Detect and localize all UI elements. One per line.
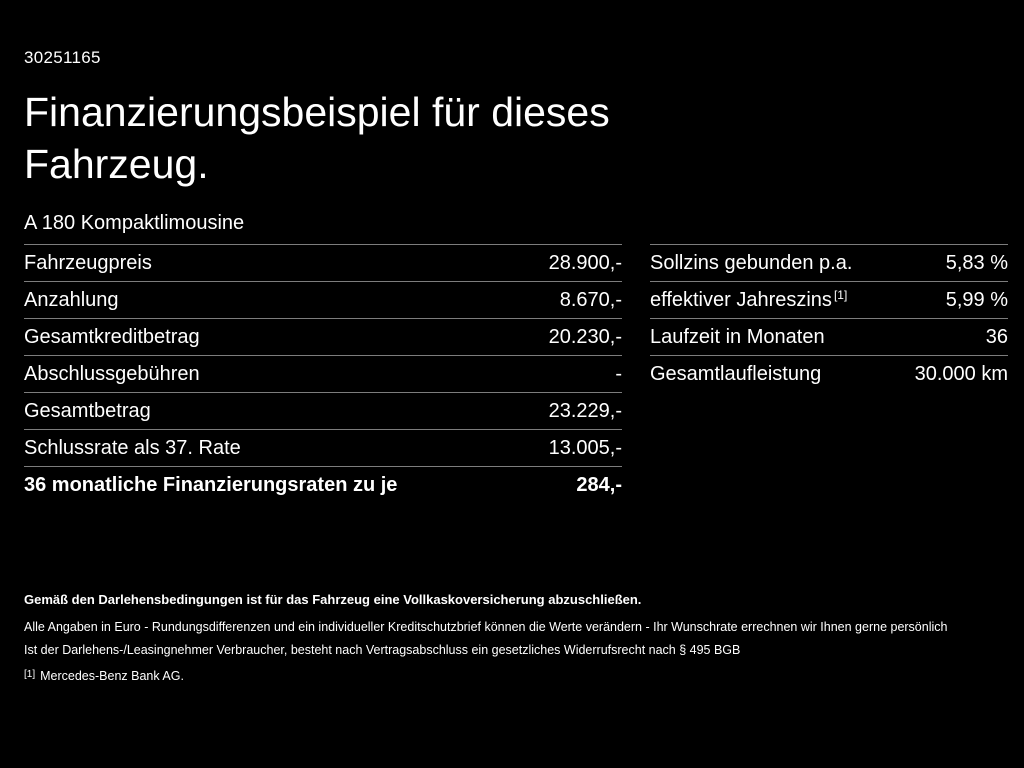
- row-label: Gesamtkreditbetrag: [24, 325, 200, 348]
- table-row-monthly-rate: 36 monatliche Finanzierungsraten zu je 2…: [24, 466, 622, 503]
- row-value: 13.005,-: [548, 436, 622, 459]
- row-label: effektiver Jahreszins [1]: [650, 288, 848, 311]
- row-value: 36: [985, 325, 1008, 348]
- row-value: 23.229,-: [548, 399, 622, 422]
- insurance-note: Gemäß den Darlehensbedingungen ist für d…: [24, 592, 642, 607]
- table-row: Sollzins gebunden p.a. 5,83 %: [650, 244, 1008, 281]
- table-row: Schlussrate als 37. Rate 13.005,-: [24, 429, 622, 466]
- row-label: Laufzeit in Monaten: [650, 325, 825, 348]
- row-value: 5,83 %: [945, 251, 1008, 274]
- row-value: -: [615, 362, 622, 385]
- bank-footnote: [1] Mercedes-Benz Bank AG.: [24, 669, 1000, 683]
- page-title: Finanzierungsbeispiel für dieses Fahrzeu…: [24, 86, 610, 190]
- disclaimer-line1: Alle Angaben in Euro - Rundungsdifferenz…: [24, 620, 948, 634]
- row-label: Gesamtbetrag: [24, 399, 151, 422]
- page-title-line1: Finanzierungsbeispiel für dieses: [24, 89, 610, 135]
- row-value: 8.670,-: [559, 288, 622, 311]
- footnote-text: Mercedes-Benz Bank AG.: [40, 669, 184, 683]
- offer-id: 30251165: [24, 48, 101, 67]
- table-row: Gesamtkreditbetrag 20.230,-: [24, 318, 622, 355]
- row-label: Gesamtlaufleistung: [650, 362, 822, 385]
- table-row: Abschlussgebühren -: [24, 355, 622, 392]
- disclaimer-line2: Ist der Darlehens-/Leasingnehmer Verbrau…: [24, 643, 741, 657]
- footnote-marker: [1]: [24, 669, 36, 680]
- row-label: Abschlussgebühren: [24, 362, 200, 385]
- row-value: 20.230,-: [548, 325, 622, 348]
- conditions-table: Sollzins gebunden p.a. 5,83 % effektiver…: [650, 244, 1008, 392]
- page-title-line2: Fahrzeug.: [24, 141, 209, 187]
- table-row: Gesamtlaufleistung 30.000 km: [650, 355, 1008, 392]
- row-label: Schlussrate als 37. Rate: [24, 436, 241, 459]
- table-row: Anzahlung 8.670,-: [24, 281, 622, 318]
- table-row: effektiver Jahreszins [1] 5,99 %: [650, 281, 1008, 318]
- finance-table: Fahrzeugpreis 28.900,- Anzahlung 8.670,-…: [24, 244, 622, 503]
- row-value: 30.000 km: [914, 362, 1008, 385]
- table-row: Laufzeit in Monaten 36: [650, 318, 1008, 355]
- row-value: 5,99 %: [945, 288, 1008, 311]
- footnote-marker: [1]: [833, 288, 848, 302]
- row-value: 28.900,-: [548, 251, 622, 274]
- table-row: Fahrzeugpreis 28.900,-: [24, 244, 622, 281]
- row-label: Anzahlung: [24, 288, 119, 311]
- row-label: Sollzins gebunden p.a.: [650, 251, 853, 274]
- vehicle-model: A 180 Kompaktlimousine: [24, 212, 245, 234]
- row-label: Fahrzeugpreis: [24, 251, 152, 274]
- row-label: 36 monatliche Finanzierungsraten zu je: [24, 473, 398, 496]
- row-value: 284,-: [576, 473, 622, 496]
- table-row: Gesamtbetrag 23.229,-: [24, 392, 622, 429]
- legal-footer: Gemäß den Darlehensbedingungen ist für d…: [24, 592, 1000, 683]
